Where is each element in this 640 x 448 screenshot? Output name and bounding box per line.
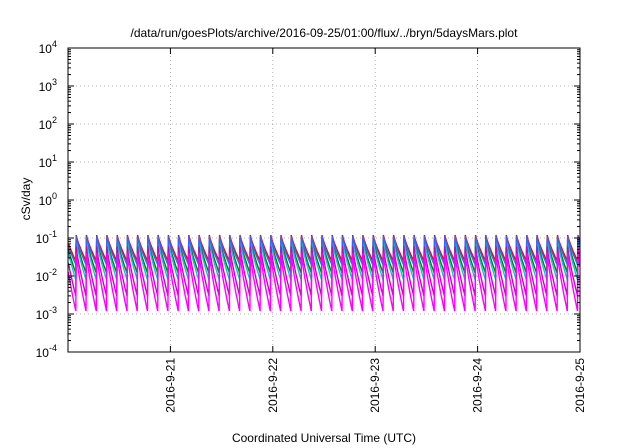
y-tick-label: 103 [39,77,57,94]
chart-title: /data/run/goesPlots/archive/2016-09-25/0… [131,26,519,40]
x-axis-label: Coordinated Universal Time (UTC) [232,431,416,445]
x-tick-label: 2016-9-21 [163,358,177,413]
y-tick-label: 10-4 [36,343,57,360]
y-tick-label: 10-3 [36,305,57,322]
series-line [67,253,581,312]
y-tick-label: 101 [39,153,57,170]
y-axis: 10-4 10-3 10-2 10-1 100 101 102 103 104 [36,39,580,360]
series-line [67,246,581,297]
y-tick-label: 104 [39,39,57,56]
y-tick-label: 10-1 [36,229,57,246]
data-series [67,234,581,312]
y-tick-label: 102 [39,115,57,132]
x-axis: 2016-9-21 2016-9-22 2016-9-23 2016-9-24 2016… [163,48,587,413]
x-tick-label: 2016-9-23 [368,358,382,413]
x-tick-label: 2016-9-25 [573,358,587,413]
y-tick-label: 10-2 [36,267,57,284]
y-axis-label: cSv/day [19,178,33,221]
x-tick-label: 2016-9-24 [471,358,485,413]
series-line [67,236,581,265]
series-line [67,239,581,280]
x-tick-label: 2016-9-22 [266,358,280,413]
y-tick-label: 100 [39,191,57,208]
grid [68,48,580,352]
